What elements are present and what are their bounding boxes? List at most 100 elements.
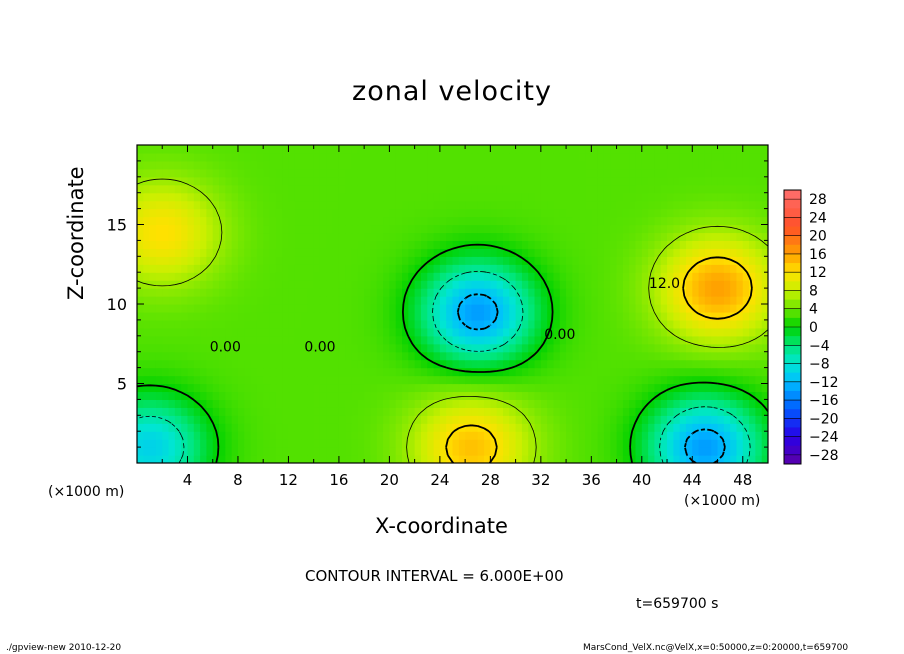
- field-cell: [622, 439, 630, 448]
- field-cell: [685, 152, 693, 162]
- field-cell: [610, 335, 618, 345]
- field-cell: [313, 152, 321, 162]
- field-cell: [168, 407, 176, 416]
- field-cell: [376, 304, 384, 313]
- field-cell: [143, 327, 151, 337]
- field-cell: [667, 208, 674, 218]
- field-cell: [610, 447, 618, 456]
- field-cell: [597, 335, 605, 345]
- field-cell: [591, 256, 599, 265]
- field-cell: [534, 168, 542, 178]
- field-cell: [648, 319, 656, 329]
- field-cell: [673, 415, 681, 424]
- field-cell: [275, 415, 283, 424]
- field-cell: [585, 168, 592, 178]
- field-cell: [351, 160, 359, 170]
- field-cell: [162, 359, 170, 369]
- field-cell: [402, 200, 409, 210]
- field-cell: [420, 296, 428, 305]
- field-cell: [585, 439, 592, 448]
- field-cell: [225, 264, 233, 273]
- field-cell: [547, 240, 555, 249]
- field-cell: [174, 200, 182, 210]
- field-cell: [250, 168, 258, 178]
- field-cell: [389, 319, 397, 329]
- field-cell: [484, 359, 491, 369]
- field-cell: [408, 304, 416, 313]
- field-cell: [654, 415, 662, 424]
- field-cell: [515, 415, 523, 424]
- field-cell: [629, 224, 637, 234]
- field-cell: [730, 240, 738, 249]
- field-cell: [288, 152, 296, 162]
- field-cell: [572, 311, 580, 321]
- field-cell: [534, 304, 542, 313]
- field-cell: [660, 240, 668, 249]
- field-cell: [667, 152, 674, 162]
- x-tick-label: 12: [279, 471, 298, 489]
- field-cell: [654, 168, 662, 178]
- field-cell: [269, 192, 277, 202]
- field-cell: [534, 200, 542, 210]
- field-cell: [313, 232, 321, 241]
- field-cell: [502, 152, 510, 162]
- field-cell: [143, 407, 151, 416]
- field-cell: [446, 304, 454, 313]
- field-cell: [200, 311, 208, 321]
- field-cell: [225, 399, 233, 408]
- field-cell: [704, 359, 712, 369]
- field-cell: [629, 367, 637, 377]
- field-cell: [673, 176, 681, 186]
- field-cell: [301, 439, 308, 448]
- field-cell: [477, 304, 485, 313]
- field-cell: [206, 399, 214, 408]
- field-cell: [420, 304, 428, 313]
- field-cell: [566, 240, 573, 249]
- field-cell: [585, 256, 592, 265]
- field-cell: [667, 447, 674, 456]
- field-cell: [471, 304, 479, 313]
- field-cell: [553, 375, 561, 385]
- field-cell: [174, 296, 182, 305]
- field-cell: [162, 335, 170, 345]
- field-cell: [338, 176, 346, 186]
- field-cell: [427, 311, 435, 321]
- field-cell: [723, 248, 731, 257]
- field-cell: [629, 327, 637, 337]
- field-cell: [755, 272, 763, 281]
- field-cell: [345, 367, 353, 377]
- field-cell: [414, 240, 422, 249]
- field-cell: [717, 375, 725, 385]
- field-cell: [742, 145, 750, 154]
- field-cell: [332, 200, 340, 210]
- field-cell: [484, 439, 491, 448]
- field-cell: [679, 447, 687, 456]
- field-cell: [269, 431, 277, 440]
- field-cell: [212, 216, 220, 226]
- field-cell: [736, 256, 744, 265]
- field-cell: [749, 439, 756, 448]
- field-cell: [256, 335, 264, 345]
- field-cell: [597, 399, 605, 408]
- field-cell: [648, 145, 656, 154]
- field-cell: [660, 184, 668, 194]
- field-cell: [181, 248, 189, 257]
- field-cell: [685, 407, 693, 416]
- field-cell: [200, 160, 208, 170]
- field-cell: [149, 288, 157, 297]
- field-cell: [622, 280, 630, 289]
- field-cell: [250, 407, 258, 416]
- field-cell: [395, 280, 403, 289]
- field-cell: [414, 160, 422, 170]
- field-cell: [446, 351, 454, 361]
- field-cell: [654, 232, 662, 241]
- field-cell: [704, 200, 712, 210]
- field-cell: [162, 296, 170, 305]
- field-cell: [420, 391, 428, 400]
- field-cell: [263, 264, 271, 273]
- field-cell: [471, 280, 479, 289]
- field-cell: [212, 240, 220, 249]
- field-cell: [484, 399, 491, 408]
- field-cell: [471, 145, 479, 154]
- field-cell: [376, 280, 384, 289]
